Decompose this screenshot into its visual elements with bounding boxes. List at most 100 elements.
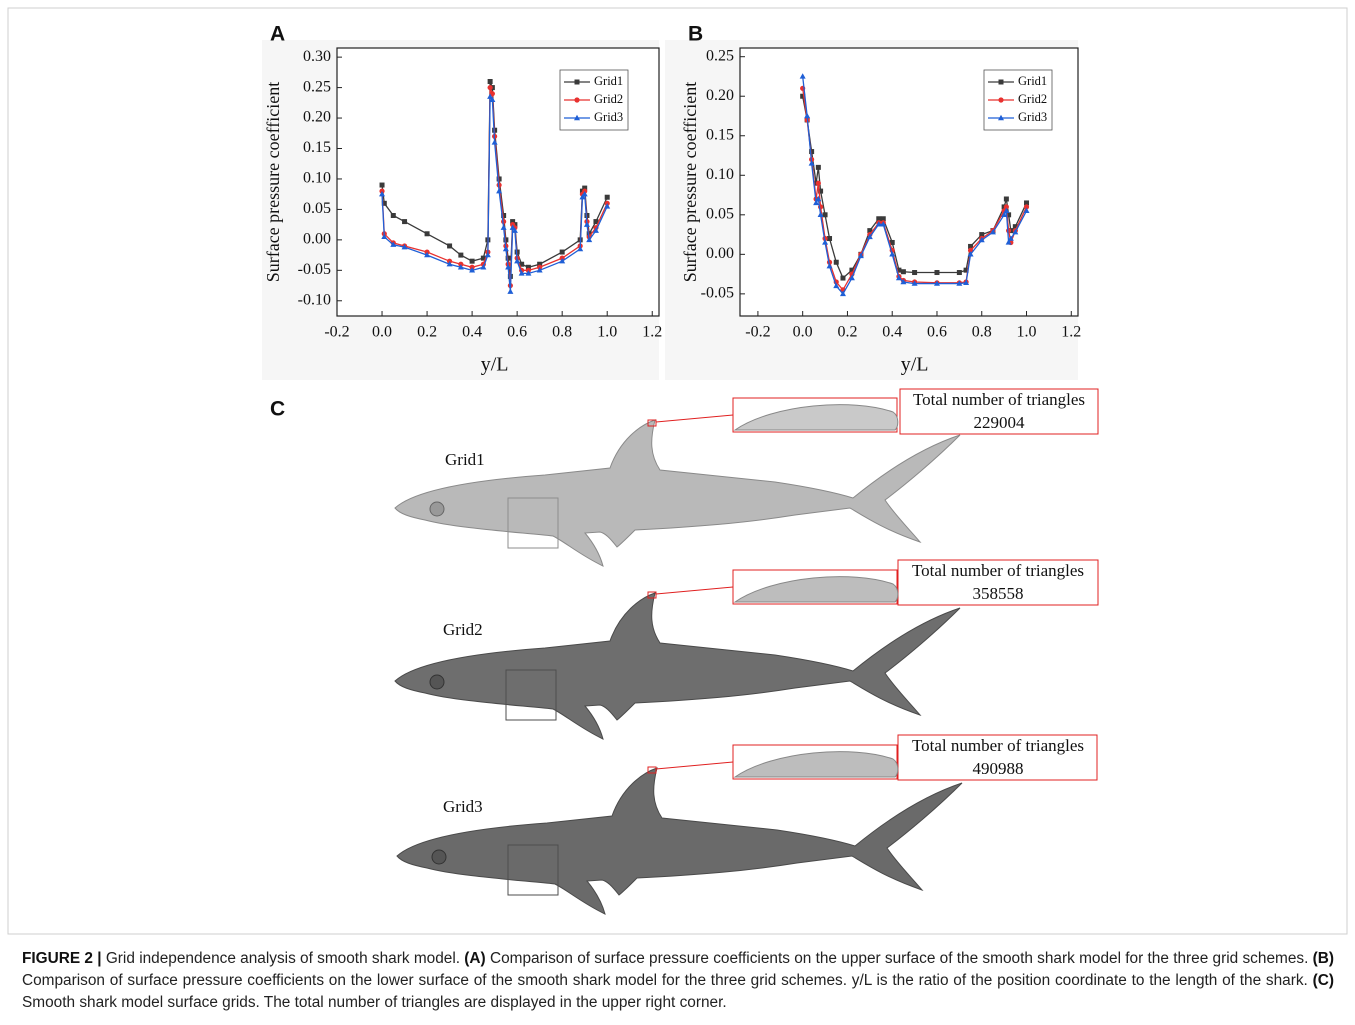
x-tick-label: 1.0 [597,324,617,341]
panel-label: B [688,23,703,46]
data-point [840,276,845,281]
data-point [488,79,493,84]
zoom-line [656,415,733,422]
y-tick-label: -0.05 [701,285,734,302]
x-tick-label: 0.6 [507,324,527,341]
x-tick-label: 0.2 [837,324,857,341]
shark-grid1 [395,420,960,566]
data-point [560,250,565,255]
y-tick-label: 0.15 [303,139,331,156]
legend-marker [575,80,580,85]
y-tick-label: 0.00 [706,245,734,262]
data-point [402,219,407,224]
caption-text: Comparison of surface pressure coefficie… [486,950,1313,967]
count-value: 229004 [974,413,1026,432]
caption-label: (C) [1313,972,1334,989]
count-title: Total number of triangles [913,390,1085,409]
shark-eye [430,675,444,689]
data-point [901,269,906,274]
data-point [391,213,396,218]
x-tick-label: -0.2 [745,324,770,341]
zoom-dome [735,577,898,602]
shark-grid3 [397,768,962,914]
zoom-line [656,587,733,594]
data-point [425,231,430,236]
shark-images [395,420,962,914]
x-axis-title: y/L [901,354,929,376]
y-tick-label: 0.25 [303,78,331,95]
y-axis-title: Surface pressure coefficient [263,82,283,283]
data-point [816,165,821,170]
data-point [934,270,939,275]
x-tick-label: 0.8 [552,324,572,341]
zoom-dome [735,752,898,777]
caption-label: (B) [1313,950,1334,967]
x-tick-label: -0.2 [324,324,349,341]
data-point [488,85,493,90]
y-tick-label: -0.05 [298,261,331,278]
chart: B0.250.200.150.100.050.00-0.05-0.20.00.2… [665,23,1081,380]
data-point [1006,228,1011,233]
figure: C Grid1 Grid2 Grid3 Total number of tria… [0,0,1355,940]
caption-text: Comparison of surface pressure coefficie… [22,972,1313,989]
legend-label: Grid1 [594,74,623,88]
legend-label: Grid2 [1018,92,1047,106]
y-tick-label: 0.25 [706,47,734,64]
count-value: 490988 [973,759,1024,778]
zoom-dome [735,405,898,430]
shark-eye [430,502,444,516]
y-tick-label: 0.20 [303,109,331,126]
panel-label: C [270,398,285,421]
y-tick-label: 0.10 [303,170,331,187]
x-tick-label: 1.2 [1061,324,1081,341]
y-axis-title: Surface pressure coefficient [680,82,700,283]
x-axis-title: y/L [481,354,509,376]
caption-label: (A) [464,950,485,967]
y-tick-label: 0.05 [706,205,734,222]
zoom-line [656,762,733,769]
y-tick-label: 0.00 [303,231,331,248]
y-tick-label: -0.10 [298,291,331,308]
data-point [957,270,962,275]
y-tick-label: 0.30 [303,48,331,65]
x-tick-label: 1.2 [642,324,662,341]
panel-label: A [270,23,285,46]
caption-text: Grid independence analysis of smooth sha… [102,950,465,967]
count-title: Total number of triangles [912,736,1084,755]
data-point [380,183,385,188]
y-tick-label: 0.10 [706,166,734,183]
data-point [816,181,821,186]
legend-label: Grid3 [1018,110,1047,124]
y-tick-label: 0.15 [706,126,734,143]
grid-label: Grid3 [443,797,483,816]
x-tick-label: 0.2 [417,324,437,341]
legend-marker [574,97,579,102]
data-point [458,253,463,258]
data-point [834,260,839,265]
caption-text: Smooth shark model surface grids. The to… [22,994,727,1011]
page: C Grid1 Grid2 Grid3 Total number of tria… [0,0,1355,1025]
x-tick-label: 0.6 [927,324,947,341]
grid-label: Grid2 [443,620,483,639]
shark-grid2 [395,593,960,739]
data-point [827,236,832,241]
grid-label: Grid1 [445,450,485,469]
x-tick-label: 0.4 [462,324,482,341]
data-point [912,270,917,275]
y-tick-label: 0.05 [303,200,331,217]
data-point [605,195,610,200]
legend-marker [998,97,1003,102]
x-tick-label: 1.0 [1017,324,1037,341]
data-point [447,243,452,248]
legend-label: Grid3 [594,110,623,124]
legend-label: Grid2 [594,92,623,106]
y-tick-label: 0.20 [706,87,734,104]
caption-label: FIGURE 2 | [22,950,102,967]
legend-marker [999,80,1004,85]
x-tick-label: 0.4 [882,324,902,341]
chart: A 0.30 0.25 0.20 0.15 0.10 0.05 0.00 -0.05 -0.10 -… [262,23,662,380]
count-value: 358558 [973,584,1024,603]
data-point [470,259,475,264]
count-title: Total number of triangles [912,561,1084,580]
data-point [1004,196,1009,201]
